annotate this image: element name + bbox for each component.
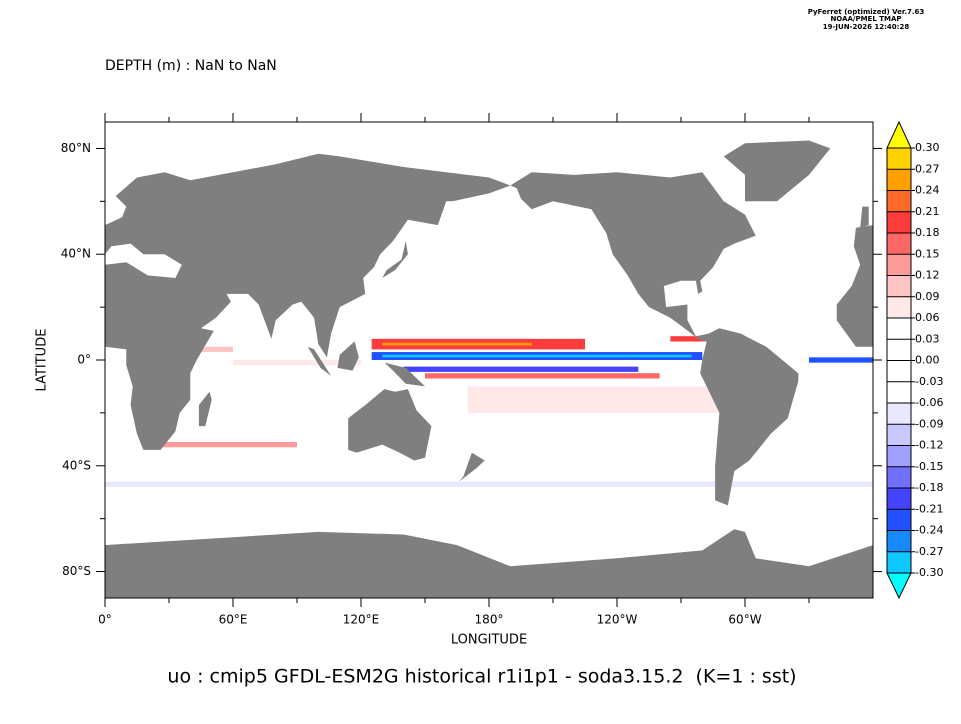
anomaly-patch xyxy=(467,386,745,413)
land xyxy=(105,529,873,598)
colorbar-swatch xyxy=(887,488,911,510)
colorbar-swatch xyxy=(887,211,911,233)
land xyxy=(307,346,332,376)
anomaly-patch xyxy=(105,481,873,487)
colorbar-label: 0.03 xyxy=(915,332,940,345)
colorbar-label: 0.12 xyxy=(915,269,940,282)
x-axis-label: LONGITUDE xyxy=(451,633,527,648)
map-area xyxy=(105,140,873,598)
colorbar-under xyxy=(886,572,912,600)
colorbar-label: -0.21 xyxy=(915,502,943,515)
colorbar-swatch xyxy=(887,190,911,212)
colorbar-label: 0.24 xyxy=(915,184,940,197)
colorbar-label: 0.06 xyxy=(915,311,940,324)
anomaly-patch xyxy=(233,360,361,366)
colorbar-swatch xyxy=(887,296,911,318)
x-tick-label: 0° xyxy=(98,613,112,627)
title: uo : cmip5 GFDL-ESM2G historical r1i1p1 … xyxy=(167,666,796,688)
x-tick-label: 120°E xyxy=(343,613,380,627)
sea xyxy=(105,243,182,278)
colorbar-label: -0.27 xyxy=(915,545,943,558)
y-tick-label: 40°S xyxy=(62,458,91,472)
colorbar-swatch xyxy=(887,403,911,425)
colorbar-label: 0.18 xyxy=(915,226,940,239)
land xyxy=(384,362,425,387)
land xyxy=(337,341,359,371)
colorbar-label: -0.09 xyxy=(915,417,943,430)
anomaly-patch xyxy=(425,373,660,379)
colorbar-label: 0.27 xyxy=(915,162,940,175)
colorbar-swatch xyxy=(887,233,911,255)
land xyxy=(723,140,831,202)
colorbar-swatch xyxy=(887,318,911,340)
land xyxy=(510,172,799,506)
colorbar-label: -0.24 xyxy=(915,524,943,537)
land xyxy=(348,389,432,461)
land xyxy=(105,153,511,450)
colorbar-swatch xyxy=(887,275,911,297)
land xyxy=(382,241,408,278)
land xyxy=(836,225,873,347)
x-tick-label: 60°W xyxy=(728,613,761,627)
anomaly-patch xyxy=(147,441,297,448)
colorbar-swatch xyxy=(887,424,911,446)
anomaly-patch xyxy=(809,357,873,363)
colorbar-swatch xyxy=(887,148,911,170)
land xyxy=(198,391,212,427)
colorbar-label: 0.00 xyxy=(915,354,940,367)
colorbar-label: 0.21 xyxy=(915,205,940,218)
colorbar-label: -0.12 xyxy=(915,439,943,452)
colorbar-label: -0.15 xyxy=(915,460,943,473)
colorbar-label: -0.03 xyxy=(915,375,943,388)
colorbar-label: -0.30 xyxy=(915,566,943,579)
header-line: 19-JUN-2026 12:40:28 xyxy=(823,23,910,31)
colorbar-swatch xyxy=(887,509,911,531)
depth-label: DEPTH (m) : NaN to NaN xyxy=(105,58,277,74)
header-line: PyFerret (optimized) Ver.7.63 xyxy=(808,8,925,16)
header-line: NOAA/PMEL TMAP xyxy=(830,15,901,23)
colorbar-label: -0.06 xyxy=(915,396,943,409)
colorbar-over xyxy=(886,120,912,149)
colorbar-swatch xyxy=(887,466,911,488)
anomaly-patch xyxy=(190,346,233,353)
colorbar-label: 0.09 xyxy=(915,290,940,303)
colorbar-label: -0.18 xyxy=(915,481,943,494)
y-tick-label: 80°S xyxy=(62,564,91,578)
y-tick-label: 0° xyxy=(77,353,91,367)
x-tick-label: 120°W xyxy=(597,613,638,627)
colorbar-swatch xyxy=(887,254,911,276)
anomaly-patch xyxy=(382,354,692,358)
y-axis-label: LATITUDE xyxy=(35,329,50,392)
x-tick-label: 180° xyxy=(475,613,504,627)
land xyxy=(860,206,869,228)
colorbar-swatch xyxy=(887,339,911,361)
y-tick-label: 80°N xyxy=(61,141,91,155)
colorbar-swatch xyxy=(887,551,911,573)
colorbar-swatch xyxy=(887,445,911,467)
x-tick-label: 60°E xyxy=(219,613,248,627)
colorbar-label: 0.15 xyxy=(915,247,940,260)
anomaly-patch xyxy=(382,342,532,346)
colorbar-label: 0.30 xyxy=(915,141,940,154)
colorbar-swatch xyxy=(887,360,911,382)
colorbar-swatch xyxy=(887,169,911,191)
colorbar-swatch xyxy=(887,530,911,552)
colorbar-swatch xyxy=(887,381,911,403)
land xyxy=(459,452,485,482)
y-tick-label: 40°N xyxy=(61,247,91,261)
anomaly-patch xyxy=(403,366,639,372)
